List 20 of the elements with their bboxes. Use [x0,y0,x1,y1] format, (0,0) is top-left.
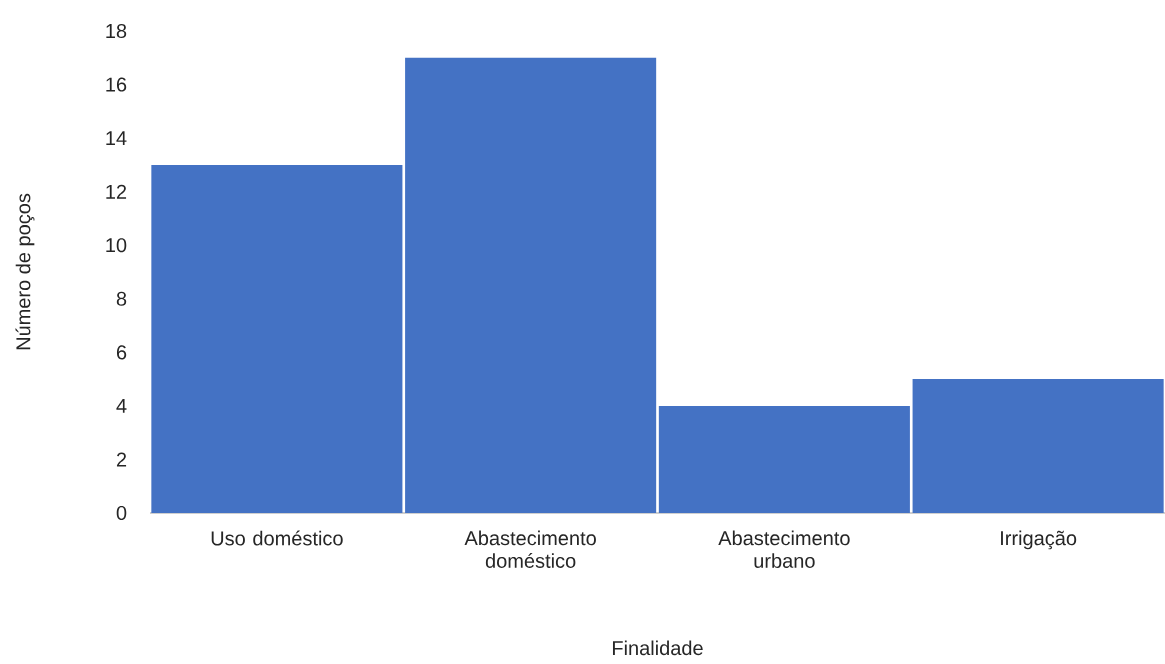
y-tick-label: 18 [106,23,127,39]
y-tick-label: 12 [106,184,127,199]
bar [151,164,403,513]
x-tick-label: Abastecimento urbano [718,530,850,568]
y-tick-label: 6 [116,345,127,360]
x-tick-label: Uso doméstico [211,530,343,546]
x-tick-label: Abastecimento doméstico [464,530,596,568]
bar [912,379,1164,513]
y-tick-label: 16 [106,77,127,92]
y-tick-label: 10 [106,238,127,253]
y-axis-title: Número de poços [15,193,35,350]
y-tick-label: 2 [116,452,127,467]
x-tick-label: Irrigação [1001,530,1077,550]
x-axis-title: Finalidade [612,640,703,656]
bar [405,57,657,513]
y-tick-label: 4 [116,399,127,413]
y-tick-label: 14 [106,131,127,145]
bar [658,405,910,513]
y-tick-label: 8 [116,291,127,306]
y-tick-label: 0 [116,505,127,521]
